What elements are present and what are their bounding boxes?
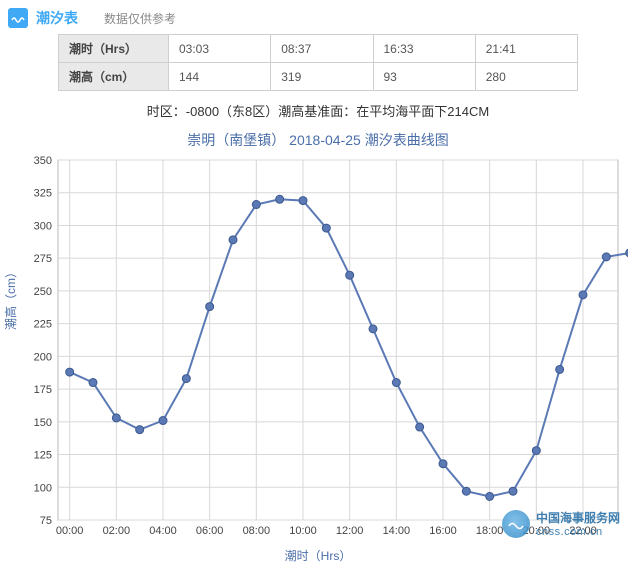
table-row: 潮高（cm） 144 319 93 280: [59, 63, 578, 91]
svg-text:100: 100: [34, 482, 52, 494]
cell-height-2: 93: [373, 63, 475, 91]
chart-title: 崇明（南堡镇） 2018-04-25 潮汐表曲线图: [8, 130, 628, 150]
svg-text:325: 325: [34, 188, 52, 200]
svg-text:200: 200: [34, 351, 52, 363]
row-label-height: 潮高（cm）: [59, 63, 169, 91]
chart-svg: 75 100 125 150 175 200 225 250 275 300 325 350 00:00…: [8, 154, 628, 545]
page-title: 潮汐表: [36, 8, 78, 28]
cell-time-1: 08:37: [271, 35, 373, 63]
svg-text:06:00: 06:00: [196, 525, 224, 537]
svg-text:125: 125: [34, 450, 52, 462]
svg-text:150: 150: [34, 417, 52, 429]
svg-text:08:00: 08:00: [243, 525, 271, 537]
svg-text:175: 175: [34, 384, 52, 396]
svg-text:10:00: 10:00: [289, 525, 317, 537]
cell-time-2: 16:33: [373, 35, 475, 63]
wave-icon: [8, 8, 28, 28]
svg-text:14:00: 14:00: [383, 525, 411, 537]
tide-chart: 崇明（南堡镇） 2018-04-25 潮汐表曲线图 潮高（cm） 7510012…: [8, 130, 628, 564]
svg-text:225: 225: [34, 319, 52, 331]
svg-text:22:00: 22:00: [569, 525, 597, 537]
svg-text:350: 350: [34, 155, 52, 167]
page-subtitle: 数据仅供参考: [104, 10, 176, 27]
svg-text:02:00: 02:00: [103, 525, 131, 537]
svg-text:300: 300: [34, 220, 52, 232]
svg-text:75: 75: [40, 515, 52, 527]
svg-text:20:00: 20:00: [523, 525, 551, 537]
svg-text:18:00: 18:00: [476, 525, 504, 537]
row-label-time: 潮时（Hrs）: [59, 35, 169, 63]
cell-height-0: 144: [169, 63, 271, 91]
header: 潮汐表 数据仅供参考: [8, 8, 628, 28]
cell-time-3: 21:41: [475, 35, 577, 63]
svg-text:275: 275: [34, 253, 52, 265]
cell-height-1: 319: [271, 63, 373, 91]
cell-height-3: 280: [475, 63, 577, 91]
table-row: 潮时（Hrs） 03:03 08:37 16:33 21:41: [59, 35, 578, 63]
svg-text:16:00: 16:00: [429, 525, 457, 537]
y-axis-label: 潮高（cm）: [2, 266, 19, 330]
cell-time-0: 03:03: [169, 35, 271, 63]
svg-text:250: 250: [34, 286, 52, 298]
svg-text:12:00: 12:00: [336, 525, 364, 537]
x-axis-label: 潮时（Hrs）: [8, 547, 628, 564]
svg-text:04:00: 04:00: [149, 525, 177, 537]
svg-text:00:00: 00:00: [56, 525, 84, 537]
timezone-note: 时区：-0800（东8区）潮高基准面：在平均海平面下214CM: [8, 101, 628, 120]
tide-table: 潮时（Hrs） 03:03 08:37 16:33 21:41 潮高（cm） 1…: [58, 34, 578, 91]
